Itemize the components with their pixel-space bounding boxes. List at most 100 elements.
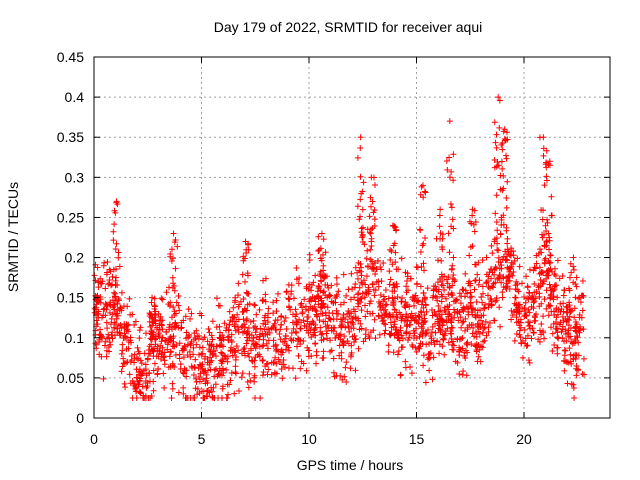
data-point xyxy=(551,271,558,278)
data-point xyxy=(252,345,259,352)
data-point xyxy=(446,154,453,161)
data-point xyxy=(340,340,347,347)
data-point xyxy=(547,252,554,259)
data-point xyxy=(464,341,471,348)
data-point xyxy=(128,352,135,359)
data-point xyxy=(283,342,290,349)
data-point xyxy=(303,367,310,374)
data-point xyxy=(397,327,404,334)
data-point xyxy=(557,300,564,307)
data-point xyxy=(212,353,219,360)
data-point xyxy=(118,368,125,375)
data-point xyxy=(451,309,458,316)
data-point xyxy=(495,274,502,281)
data-point xyxy=(503,155,510,162)
data-point xyxy=(270,359,277,366)
data-point xyxy=(469,206,476,213)
data-point xyxy=(118,350,125,357)
data-point xyxy=(394,294,401,301)
data-point xyxy=(208,388,215,395)
data-point xyxy=(358,307,365,314)
data-point xyxy=(445,306,452,313)
data-point xyxy=(498,221,505,228)
data-point xyxy=(508,307,515,314)
data-point xyxy=(318,230,325,237)
data-point xyxy=(390,313,397,320)
data-point xyxy=(120,355,127,362)
data-point xyxy=(391,281,398,288)
y-tick-label: 0.2 xyxy=(65,250,85,266)
data-point xyxy=(480,338,487,345)
data-point xyxy=(448,204,455,211)
data-point xyxy=(341,299,348,306)
data-point xyxy=(435,308,442,315)
data-point xyxy=(554,344,561,351)
data-point xyxy=(102,285,109,292)
data-point xyxy=(92,331,99,338)
data-point xyxy=(185,306,192,313)
x-axis-label: GPS time / hours xyxy=(297,457,404,473)
data-point xyxy=(495,247,502,254)
data-point xyxy=(440,282,447,289)
data-point xyxy=(166,321,173,328)
data-point xyxy=(566,274,573,281)
data-point xyxy=(512,294,519,301)
data-point xyxy=(447,330,454,337)
y-tick-label: 0 xyxy=(76,410,84,426)
data-point xyxy=(169,343,176,350)
data-point xyxy=(272,354,279,361)
data-point xyxy=(398,298,405,305)
data-point xyxy=(374,257,381,264)
data-point xyxy=(464,324,471,331)
data-point xyxy=(243,340,250,347)
data-point xyxy=(485,304,492,311)
data-point xyxy=(479,344,486,351)
data-point xyxy=(124,303,131,310)
data-point xyxy=(311,303,318,310)
data-point xyxy=(432,329,439,336)
data-point xyxy=(471,286,478,293)
data-point xyxy=(503,195,510,202)
data-point xyxy=(562,331,569,338)
data-point xyxy=(525,306,532,313)
data-point xyxy=(347,296,354,303)
data-point xyxy=(163,328,170,335)
data-point xyxy=(420,304,427,311)
data-point xyxy=(148,328,155,335)
data-point xyxy=(513,278,520,285)
data-point xyxy=(204,338,211,345)
data-point xyxy=(268,371,275,378)
data-point xyxy=(119,347,126,354)
data-point xyxy=(463,372,470,379)
data-point xyxy=(561,287,568,294)
data-point xyxy=(357,268,364,275)
data-point xyxy=(440,335,447,342)
data-point xyxy=(388,248,395,255)
data-point xyxy=(98,353,105,360)
data-point xyxy=(513,314,520,321)
data-point xyxy=(515,318,522,325)
data-point xyxy=(109,297,116,304)
data-point xyxy=(504,178,511,185)
data-point xyxy=(395,335,402,342)
data-point xyxy=(148,393,155,400)
data-point xyxy=(419,182,426,189)
data-point xyxy=(501,126,508,133)
data-point xyxy=(548,324,555,331)
data-point xyxy=(424,326,431,333)
data-point xyxy=(351,332,358,339)
x-tick-label: 15 xyxy=(409,431,425,447)
data-point xyxy=(161,361,168,368)
data-point xyxy=(467,294,474,301)
data-point xyxy=(457,314,464,321)
data-point xyxy=(524,284,531,291)
data-point xyxy=(110,324,117,331)
data-point xyxy=(433,235,440,242)
data-point xyxy=(475,341,482,348)
data-point xyxy=(313,360,320,367)
data-point xyxy=(175,302,182,309)
data-point xyxy=(548,193,555,200)
data-point xyxy=(151,295,158,302)
data-point xyxy=(270,310,277,317)
data-point xyxy=(412,344,419,351)
